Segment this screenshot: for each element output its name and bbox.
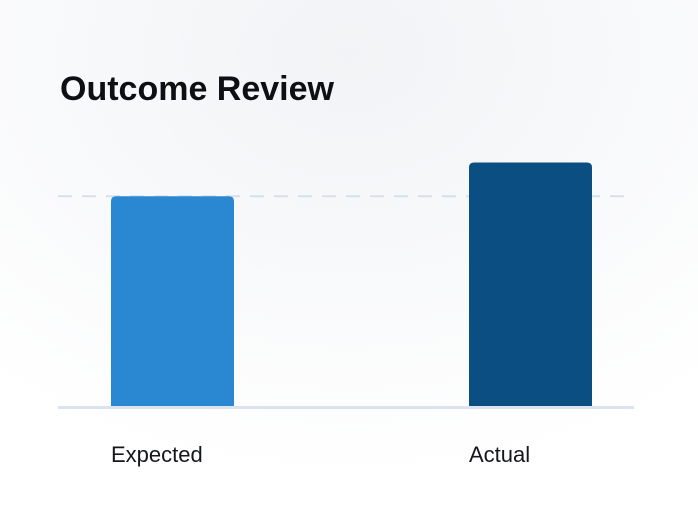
chart-title: Outcome Review [60,70,335,108]
bar [469,162,592,407]
bar [111,196,234,407]
x-tick-label: Actual [469,442,530,467]
x-tick-label: Expected [111,442,203,467]
